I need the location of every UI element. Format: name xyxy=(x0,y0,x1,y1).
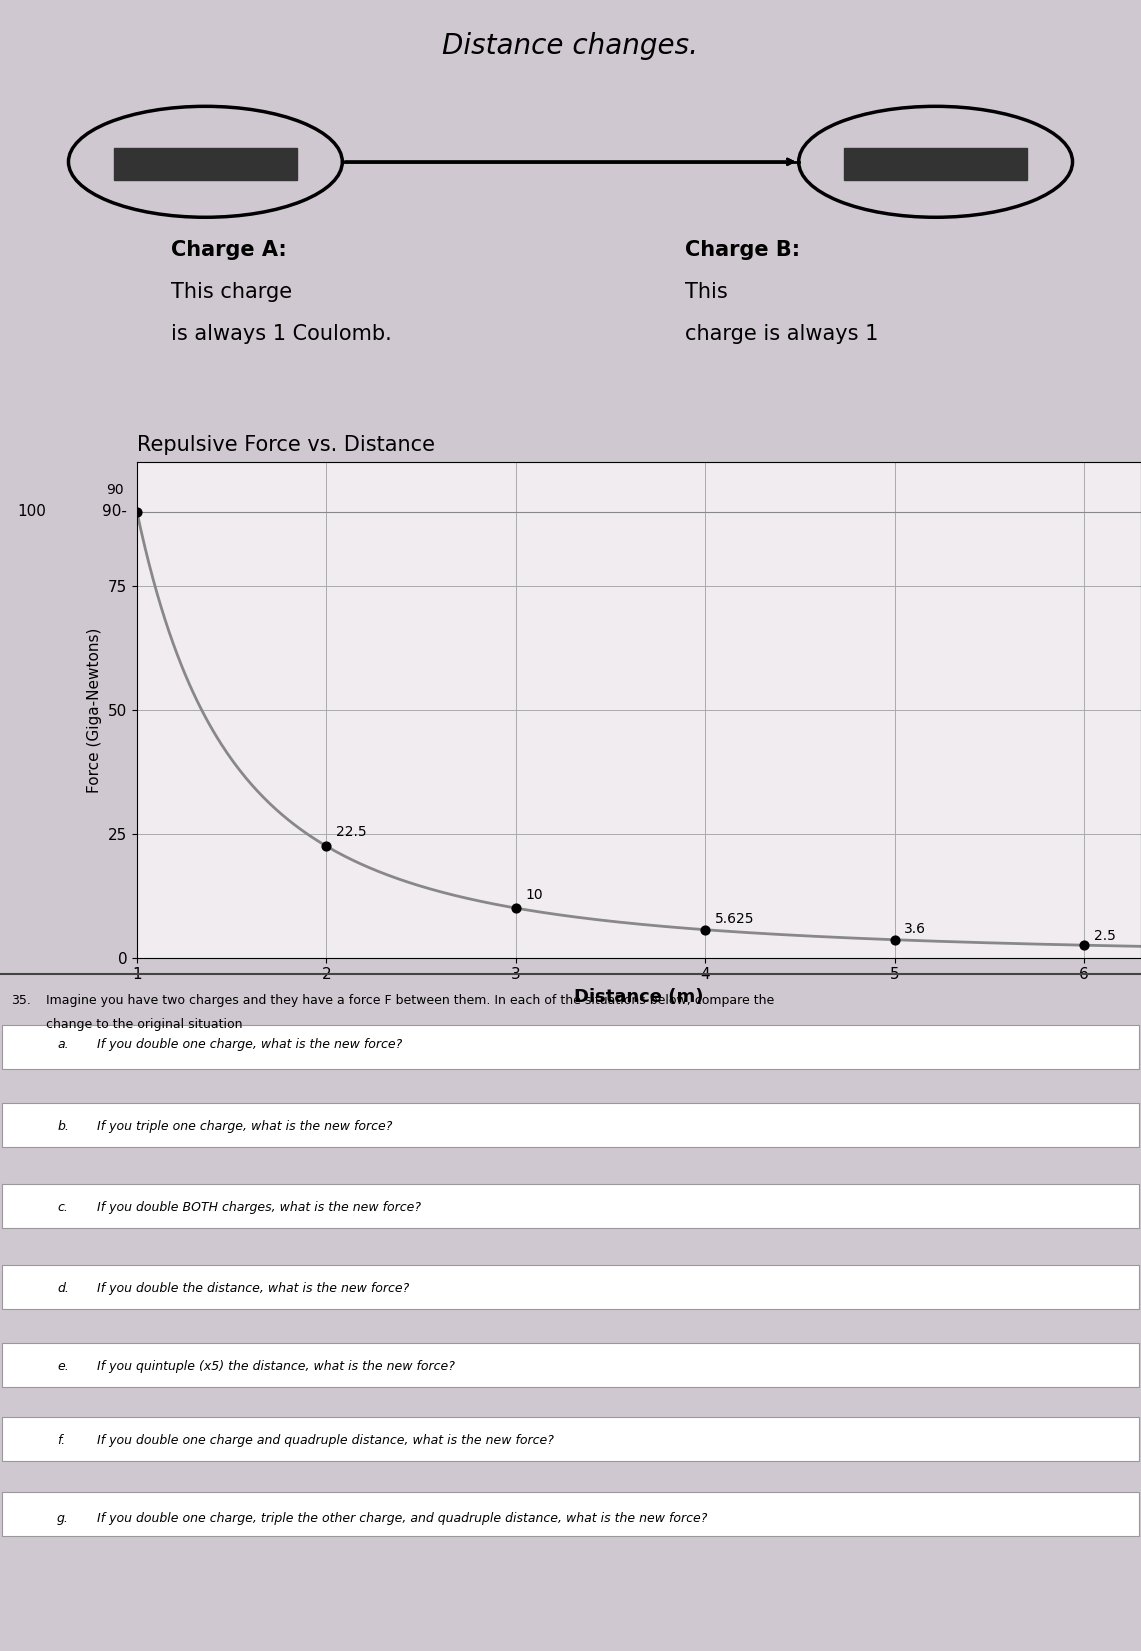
Text: If you triple one charge, what is the new force?: If you triple one charge, what is the ne… xyxy=(97,1119,393,1133)
FancyBboxPatch shape xyxy=(2,1342,1139,1387)
Text: 3.6: 3.6 xyxy=(904,921,926,936)
Text: Charge A:: Charge A: xyxy=(171,241,286,261)
Text: If you double one charge and quadruple distance, what is the new force?: If you double one charge and quadruple d… xyxy=(97,1435,553,1448)
Y-axis label: Force (Giga-Newtons): Force (Giga-Newtons) xyxy=(88,627,103,792)
Text: This charge: This charge xyxy=(171,282,292,302)
Text: 100: 100 xyxy=(17,504,47,520)
Text: If you double the distance, what is the new force?: If you double the distance, what is the … xyxy=(97,1283,410,1294)
Text: g.: g. xyxy=(57,1512,68,1526)
Text: 35.: 35. xyxy=(11,994,31,1007)
Text: 5.625: 5.625 xyxy=(714,911,754,926)
FancyBboxPatch shape xyxy=(2,1493,1139,1535)
Text: f.: f. xyxy=(57,1435,65,1448)
FancyBboxPatch shape xyxy=(2,1103,1139,1147)
Text: 90-: 90- xyxy=(102,504,127,520)
Point xyxy=(696,916,714,943)
Text: Repulsive Force vs. Distance: Repulsive Force vs. Distance xyxy=(137,436,435,456)
Text: e.: e. xyxy=(57,1360,68,1374)
Text: Charge B:: Charge B: xyxy=(685,241,800,261)
Text: Distance changes.: Distance changes. xyxy=(443,33,698,61)
Text: If you double BOTH charges, what is the new force?: If you double BOTH charges, what is the … xyxy=(97,1200,421,1213)
Point xyxy=(1075,931,1093,958)
Point xyxy=(507,895,525,921)
Text: charge is always 1: charge is always 1 xyxy=(685,324,877,343)
FancyBboxPatch shape xyxy=(2,1265,1139,1309)
Text: If you quintuple (x5) the distance, what is the new force?: If you quintuple (x5) the distance, what… xyxy=(97,1360,455,1374)
Bar xyxy=(114,149,297,180)
Text: 10: 10 xyxy=(525,888,543,901)
Text: 2.5: 2.5 xyxy=(1093,930,1116,943)
Text: If you double one charge, what is the new force?: If you double one charge, what is the ne… xyxy=(97,1038,403,1052)
Point xyxy=(128,499,146,525)
Text: If you double one charge, triple the other charge, and quadruple distance, what : If you double one charge, triple the oth… xyxy=(97,1512,707,1526)
Text: b.: b. xyxy=(57,1119,68,1133)
Text: Imagine you have two charges and they have a force F between them. In each of th: Imagine you have two charges and they ha… xyxy=(46,994,774,1007)
Text: is always 1 Coulomb.: is always 1 Coulomb. xyxy=(171,324,391,343)
Text: 22.5: 22.5 xyxy=(335,826,366,839)
Bar xyxy=(844,149,1027,180)
Point xyxy=(317,834,335,860)
Point xyxy=(885,926,904,953)
FancyBboxPatch shape xyxy=(2,1025,1139,1068)
X-axis label: Distance (m): Distance (m) xyxy=(574,987,704,1005)
FancyBboxPatch shape xyxy=(2,1184,1139,1228)
Text: c.: c. xyxy=(57,1200,68,1213)
Text: This: This xyxy=(685,282,727,302)
FancyBboxPatch shape xyxy=(2,1418,1139,1461)
Text: change to the original situation: change to the original situation xyxy=(46,1019,242,1032)
Text: a.: a. xyxy=(57,1038,68,1052)
Text: d.: d. xyxy=(57,1283,68,1294)
Text: 90: 90 xyxy=(106,484,123,497)
